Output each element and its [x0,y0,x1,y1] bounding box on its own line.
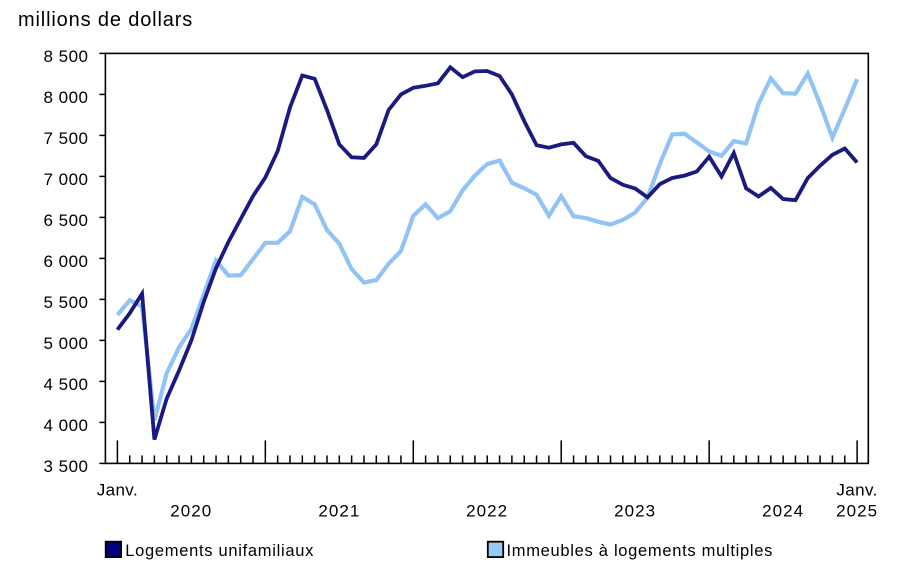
svg-text:4 500: 4 500 [43,375,88,394]
svg-text:2024: 2024 [762,502,804,521]
svg-text:millions de dollars: millions de dollars [18,9,193,31]
svg-text:Immeubles à logements multiple: Immeubles à logements multiples [507,542,774,560]
svg-text:2025: 2025 [836,502,878,521]
svg-text:6 500: 6 500 [43,211,88,230]
svg-text:2020: 2020 [170,502,212,521]
svg-text:4 000: 4 000 [43,416,88,435]
svg-text:6 000: 6 000 [43,252,88,271]
svg-text:5 000: 5 000 [43,334,88,353]
svg-text:Janv.: Janv. [836,481,877,500]
svg-text:Janv.: Janv. [97,481,138,500]
svg-text:2022: 2022 [466,502,508,521]
svg-text:7 500: 7 500 [43,129,88,148]
svg-text:7 000: 7 000 [43,170,88,189]
svg-text:3 500: 3 500 [43,457,88,476]
svg-text:8 000: 8 000 [43,88,88,107]
svg-text:Logements unifamiliaux: Logements unifamiliaux [125,542,314,560]
svg-text:2023: 2023 [614,502,656,521]
svg-text:5 500: 5 500 [43,293,88,312]
svg-text:2021: 2021 [318,502,360,521]
svg-text:8 500: 8 500 [43,47,88,66]
